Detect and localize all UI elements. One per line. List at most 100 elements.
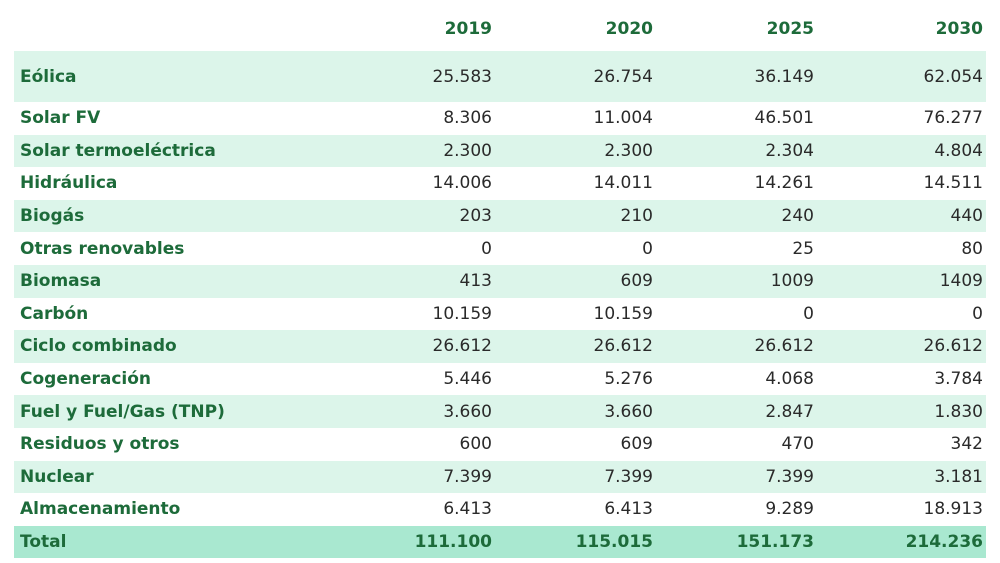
row-value-2020: 0 (642, 238, 653, 259)
row-label: Cogeneración (20, 369, 152, 390)
row-value-2019: 413 (459, 271, 492, 292)
header-cell-2025: 2025 (766, 18, 814, 39)
row-value-2030: 3.784 (934, 369, 983, 390)
row-value-2019: 26.612 (432, 336, 492, 357)
table-row: Biomasa 413 609 1009 1409 (14, 264, 986, 298)
table-row: Biogás 203 210 240 440 (14, 199, 986, 233)
total-row: Total 111.100 115.015 151.173 214.236 (14, 525, 986, 558)
row-value-2020: 609 (620, 434, 653, 455)
row-value-2025: 0 (803, 303, 814, 324)
header-cell-2020: 2020 (605, 18, 653, 39)
table-row: Residuos y otros 600 609 470 342 (14, 428, 986, 461)
table-row: Ciclo combinado 26.612 26.612 26.612 26.… (14, 330, 986, 363)
row-value-2019: 203 (459, 206, 492, 227)
total-value-2030: 214.236 (905, 531, 983, 552)
row-label: Nuclear (20, 466, 94, 487)
row-value-2019: 25.583 (432, 66, 492, 87)
row-value-2025: 240 (781, 206, 814, 227)
row-value-2025: 36.149 (754, 66, 814, 87)
table-row: Solar termoeléctrica 2.300 2.300 2.304 4… (14, 134, 986, 168)
row-value-2030: 26.612 (923, 336, 983, 357)
table-row: Cogeneración 5.446 5.276 4.068 3.784 (14, 363, 986, 396)
total-value-2019: 111.100 (414, 531, 492, 552)
row-value-2020: 5.276 (604, 369, 653, 390)
row-value-2019: 6.413 (443, 499, 492, 520)
row-value-2030: 62.054 (923, 66, 983, 87)
row-value-2020: 14.011 (593, 173, 653, 194)
table-row: Otras renovables 0 0 25 80 (14, 232, 986, 265)
table-body: Eólica 25.583 26.754 36.149 62.054 Solar… (14, 51, 986, 558)
row-label: Hidráulica (20, 173, 118, 194)
table-row: Hidráulica 14.006 14.011 14.261 14.511 (14, 167, 986, 200)
row-value-2019: 600 (459, 434, 492, 455)
row-value-2030: 3.181 (934, 466, 983, 487)
row-value-2019: 8.306 (443, 108, 492, 129)
header-cell-2030: 2030 (935, 18, 983, 39)
capacity-table: 2019 2020 2025 2030 Eólica 25.583 26.754… (14, 6, 986, 558)
table-header: 2019 2020 2025 2030 (14, 6, 986, 51)
row-label: Solar FV (20, 108, 101, 129)
total-label: Total (20, 531, 67, 552)
row-value-2030: 0 (972, 303, 983, 324)
row-value-2019: 7.399 (443, 466, 492, 487)
row-label: Solar termoeléctrica (20, 140, 216, 161)
row-value-2019: 2.300 (443, 140, 492, 161)
row-value-2019: 3.660 (443, 401, 492, 422)
header-row: 2019 2020 2025 2030 (14, 6, 986, 51)
row-value-2020: 7.399 (604, 466, 653, 487)
row-label: Residuos y otros (20, 434, 180, 455)
row-value-2020: 210 (620, 206, 653, 227)
row-value-2030: 1409 (939, 271, 983, 292)
header-cell-label (14, 6, 339, 51)
row-value-2030: 342 (950, 434, 983, 455)
table-row: Eólica 25.583 26.754 36.149 62.054 (14, 51, 986, 102)
row-value-2025: 1009 (770, 271, 814, 292)
row-value-2025: 46.501 (754, 108, 814, 129)
header-cell-2019: 2019 (444, 18, 492, 39)
row-value-2030: 1.830 (934, 401, 983, 422)
row-value-2020: 26.754 (593, 66, 653, 87)
row-value-2025: 26.612 (754, 336, 814, 357)
row-value-2020: 3.660 (604, 401, 653, 422)
table-row: Nuclear 7.399 7.399 7.399 3.181 (14, 460, 986, 494)
row-value-2025: 2.847 (765, 401, 814, 422)
total-value-2020: 115.015 (575, 531, 653, 552)
row-label: Eólica (20, 66, 77, 87)
row-value-2025: 2.304 (765, 140, 814, 161)
row-value-2020: 6.413 (604, 499, 653, 520)
row-value-2020: 2.300 (604, 140, 653, 161)
row-value-2030: 76.277 (923, 108, 983, 129)
row-value-2025: 14.261 (754, 173, 814, 194)
table-row: Carbón 10.159 10.159 0 0 (14, 298, 986, 331)
total-value-2025: 151.173 (736, 531, 814, 552)
row-value-2025: 25 (792, 238, 814, 259)
row-value-2030: 80 (961, 238, 983, 259)
row-value-2025: 4.068 (765, 369, 814, 390)
row-label: Carbón (20, 303, 89, 324)
row-value-2020: 609 (620, 271, 653, 292)
row-label: Fuel y Fuel/Gas (TNP) (20, 401, 225, 422)
row-value-2025: 9.289 (765, 499, 814, 520)
row-label: Otras renovables (20, 238, 185, 259)
table-row: Almacenamiento 6.413 6.413 9.289 18.913 (14, 493, 986, 526)
row-value-2019: 5.446 (443, 369, 492, 390)
table-row: Solar FV 8.306 11.004 46.501 76.277 (14, 102, 986, 135)
row-label: Ciclo combinado (20, 336, 177, 357)
row-value-2019: 10.159 (432, 303, 492, 324)
table-row: Fuel y Fuel/Gas (TNP) 3.660 3.660 2.847 … (14, 395, 986, 428)
row-value-2030: 440 (950, 206, 983, 227)
row-value-2030: 4.804 (934, 140, 983, 161)
row-value-2020: 26.612 (593, 336, 653, 357)
row-value-2025: 7.399 (765, 466, 814, 487)
row-value-2019: 14.006 (432, 173, 492, 194)
row-value-2020: 11.004 (593, 108, 653, 129)
row-value-2025: 470 (781, 434, 814, 455)
row-label: Biomasa (20, 271, 102, 292)
row-value-2030: 14.511 (923, 173, 983, 194)
row-label: Biogás (20, 206, 85, 227)
row-value-2019: 0 (481, 238, 492, 259)
row-value-2030: 18.913 (923, 499, 983, 520)
row-label: Almacenamiento (20, 499, 181, 520)
row-value-2020: 10.159 (593, 303, 653, 324)
